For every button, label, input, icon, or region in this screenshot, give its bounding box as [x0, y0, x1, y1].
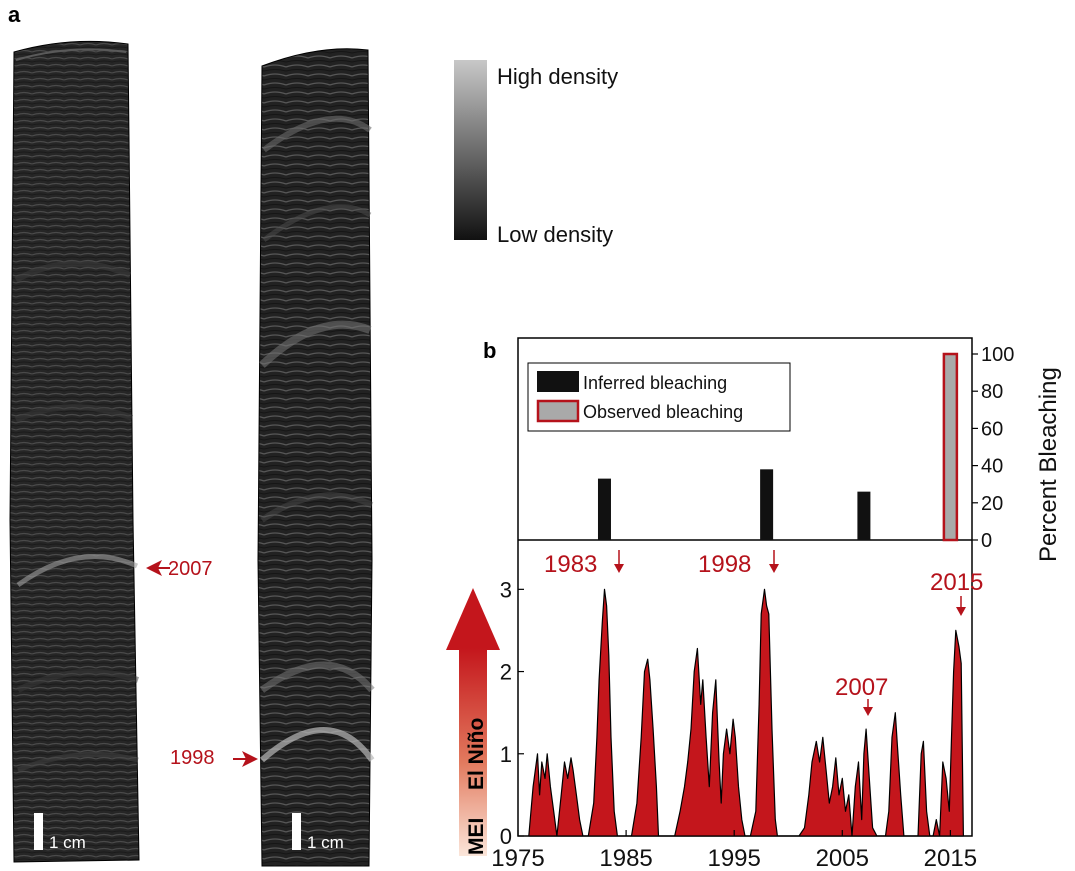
- legend-observed-label: Observed bleaching: [583, 402, 743, 422]
- legend-inferred-swatch: [537, 371, 579, 392]
- el-nino-label: El Niño: [465, 718, 488, 790]
- density-colorbar: [454, 60, 487, 240]
- mei-tick-label: 2: [500, 660, 512, 685]
- year-tick-label: 1975: [491, 845, 544, 871]
- mei-area: [528, 588, 964, 837]
- bleach-tick-label: 20: [981, 493, 1003, 515]
- bleach-axis-title: Percent Bleaching: [1035, 367, 1062, 562]
- year-tick-label: 1995: [707, 845, 760, 871]
- percent-bleaching-axis: 0 20 40 60 80 100 Percent Bleaching: [972, 344, 1062, 562]
- bleach-tick-label: 0: [981, 530, 992, 552]
- event-label-2015: 2015: [930, 569, 983, 596]
- year-x-axis: 1975 1985 1995 2005 2015: [491, 830, 977, 871]
- legend-observed-swatch: [536, 399, 580, 423]
- colorbar-high-label: High density: [497, 64, 618, 89]
- legend-inferred-label: Inferred bleaching: [583, 373, 727, 393]
- bleach-tick-label: 40: [981, 456, 1003, 478]
- bleach-tick-label: 80: [981, 381, 1003, 403]
- bleaching-bar-1983: [597, 478, 611, 540]
- legend: Inferred bleaching Observed bleaching: [527, 362, 791, 432]
- year-tick-label: 2005: [816, 845, 869, 871]
- year-tick-label: 1985: [599, 845, 652, 871]
- bleaching-bars: [597, 352, 959, 542]
- event-annotations: 1983 1998 2007 2015: [544, 550, 983, 716]
- mei-label: MEI: [465, 818, 488, 855]
- bleach-tick-label: 60: [981, 418, 1003, 440]
- panel-a-label: a: [8, 2, 21, 27]
- mei-y-axis: 0 1 2 3: [500, 577, 524, 849]
- event-label-1983: 1983: [544, 551, 597, 578]
- coral-core-right: [257, 48, 375, 867]
- bleaching-bar-2007: [857, 491, 871, 540]
- mei-tick-label: 1: [500, 742, 512, 767]
- scale-bar-right: [292, 813, 301, 850]
- arrow-down-icon: [956, 607, 966, 616]
- annotation-2007-core: 2007: [146, 558, 213, 580]
- mei-area-series: [528, 588, 964, 837]
- arrow-down-icon: [614, 564, 624, 573]
- panel-b-label: b: [483, 338, 496, 363]
- bleach-tick-label: 100: [981, 344, 1014, 366]
- annotation-2007-label: 2007: [168, 558, 213, 580]
- coral-core-left: [9, 40, 140, 863]
- mei-tick-label: 0: [500, 824, 512, 849]
- scale-bar-left: [34, 813, 43, 850]
- mei-el-nino-arrow: MEI El Niño: [446, 588, 500, 856]
- scale-bar-left-label: 1 cm: [49, 833, 86, 852]
- bleaching-bar-1998: [760, 469, 774, 540]
- arrow-left-icon: [146, 560, 162, 576]
- event-label-2007: 2007: [835, 674, 888, 701]
- bleaching-bar-2015: [942, 352, 959, 542]
- mei-tick-label: 3: [500, 577, 512, 602]
- colorbar-low-label: Low density: [497, 222, 613, 247]
- year-tick-label: 2015: [924, 845, 977, 871]
- arrow-right-icon: [242, 751, 258, 767]
- arrow-down-icon: [863, 707, 873, 716]
- event-label-1998: 1998: [698, 551, 751, 578]
- annotation-1998-label: 1998: [170, 747, 215, 769]
- arrow-down-icon: [769, 564, 779, 573]
- scale-bar-right-label: 1 cm: [307, 833, 344, 852]
- annotation-1998-core: 1998: [170, 747, 258, 769]
